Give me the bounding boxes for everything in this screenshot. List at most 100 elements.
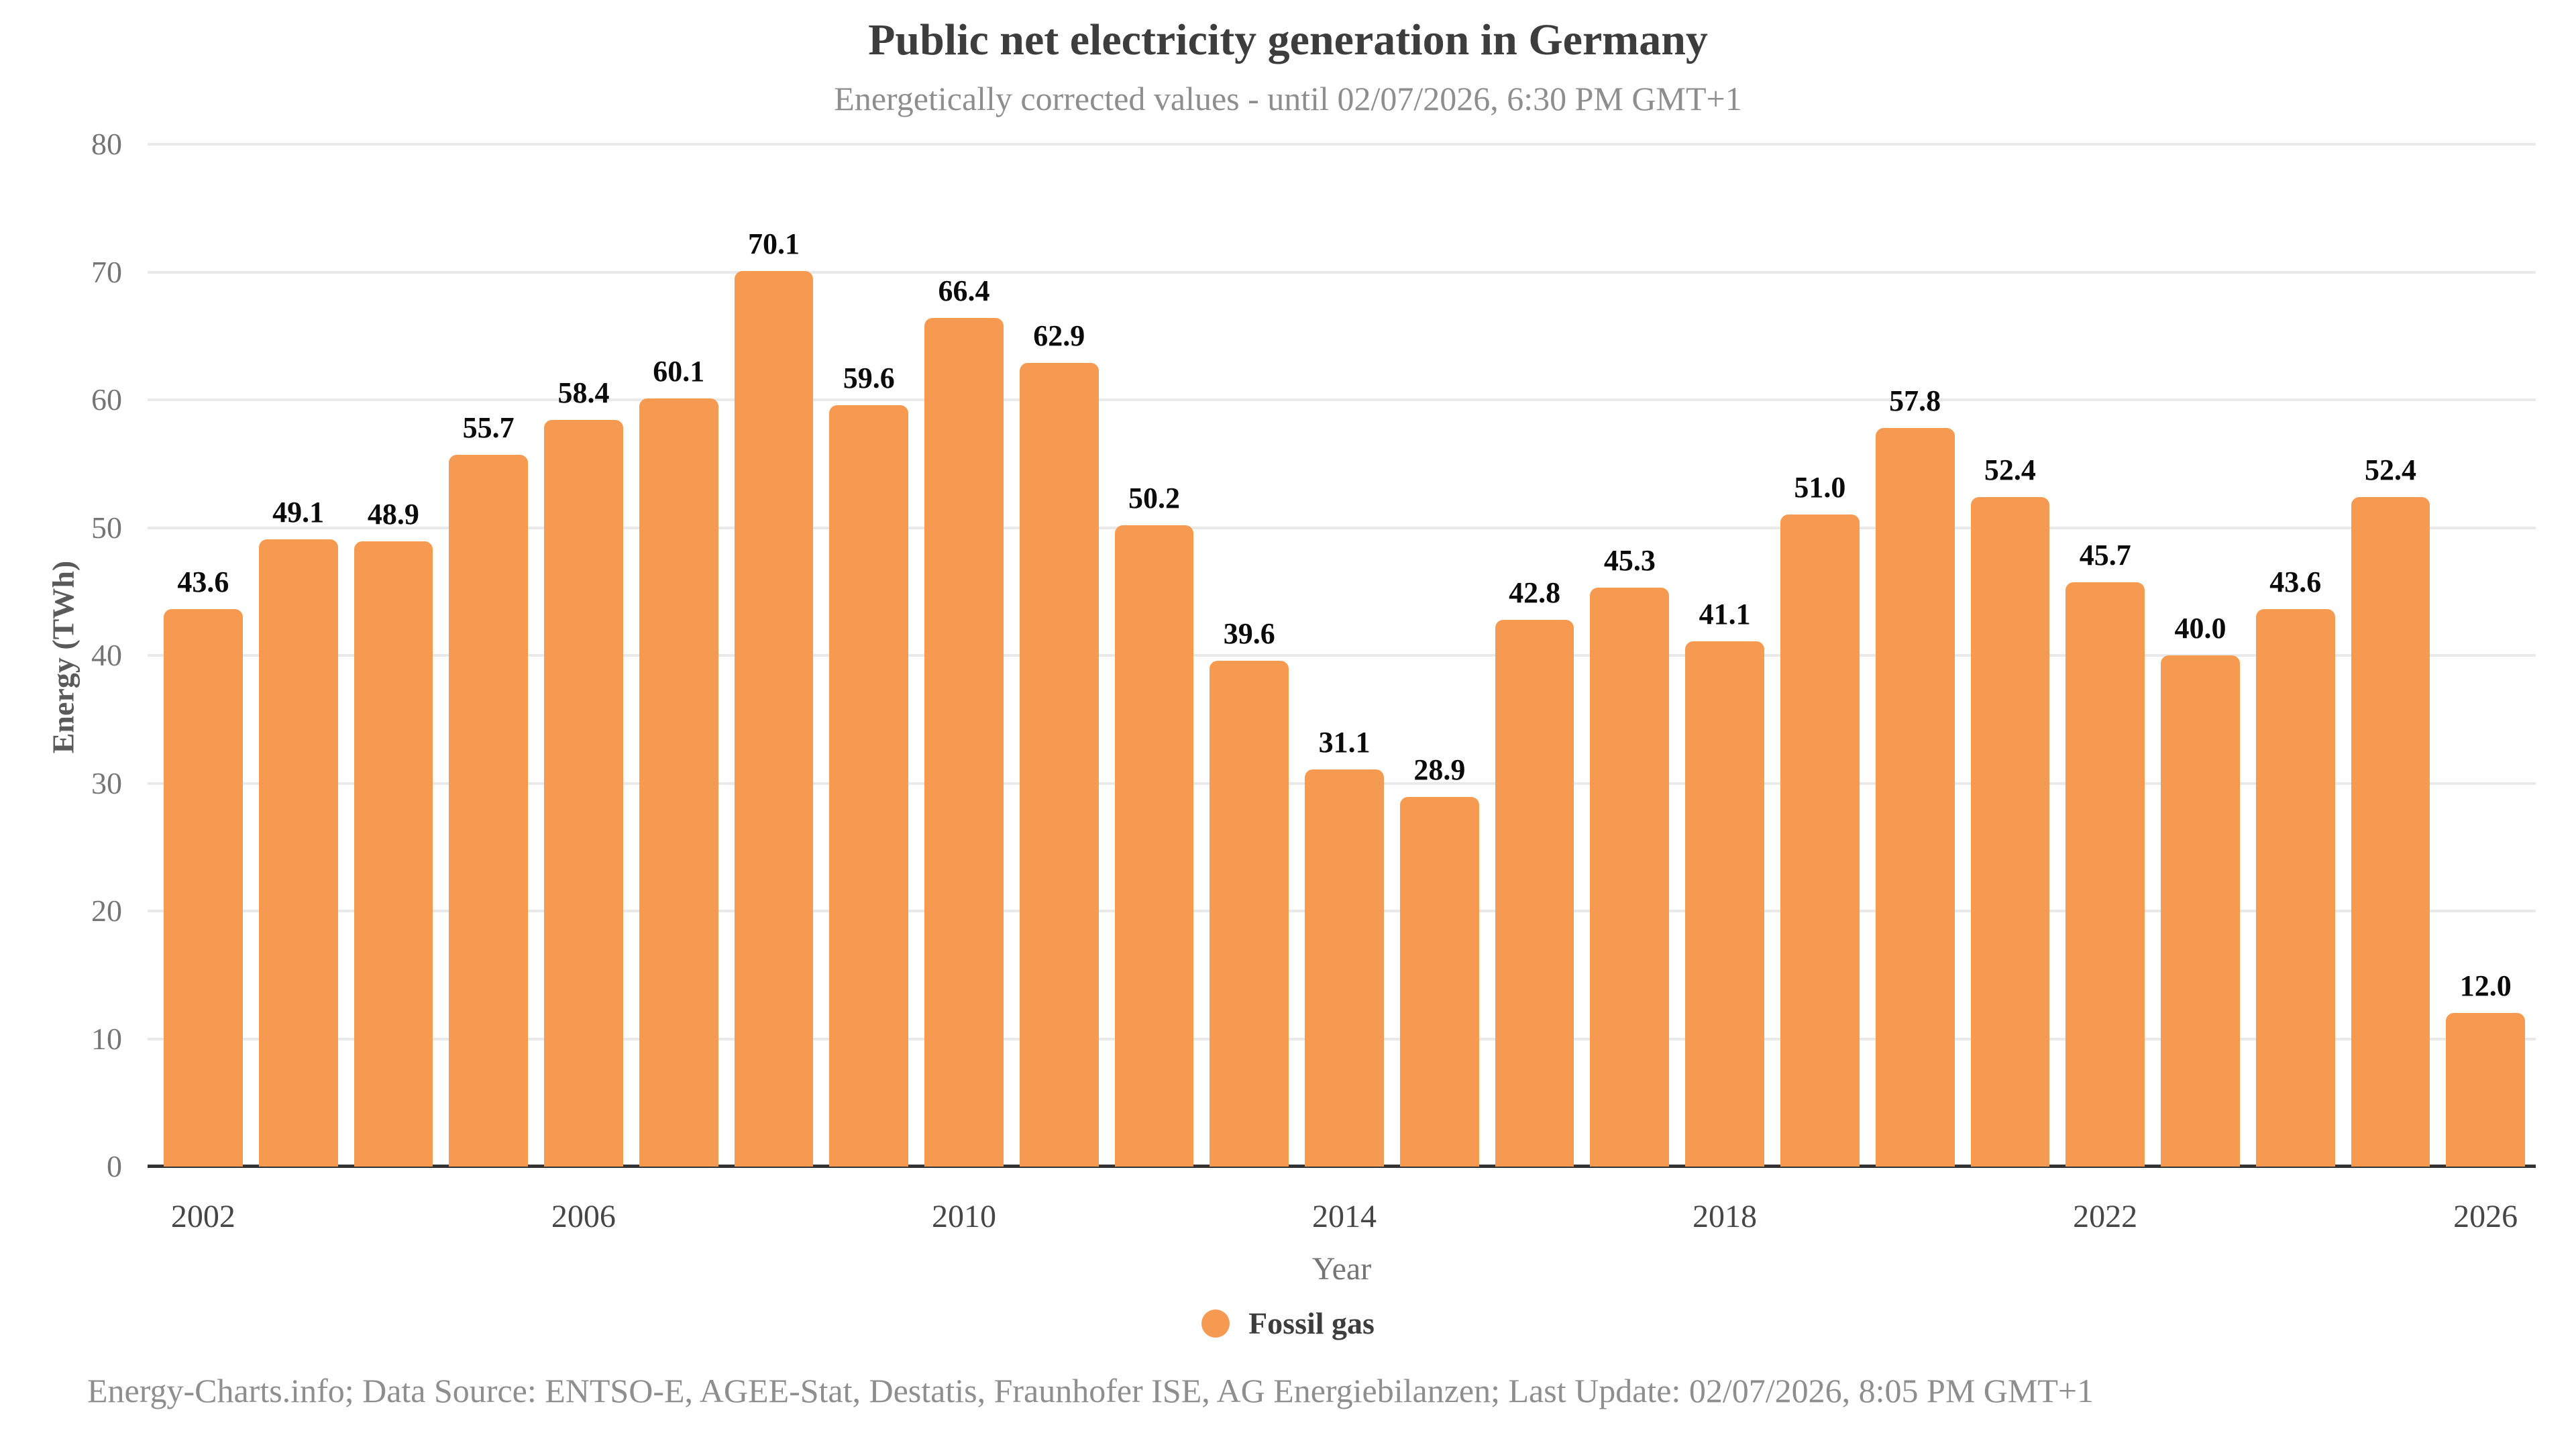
y-tick-label: 10: [91, 1021, 122, 1056]
bar-value-label: 43.6: [2269, 566, 2322, 599]
bar-value-label: 66.4: [938, 274, 990, 308]
bar[interactable]: [1780, 515, 1860, 1167]
bar[interactable]: [734, 270, 814, 1167]
footer-attribution: Energy-Charts.info; Data Source: ENTSO-E…: [87, 1372, 2094, 1409]
bar-value-label: 50.2: [1128, 481, 1181, 515]
bar-value-label: 57.8: [1889, 384, 1941, 417]
y-tick-label: 50: [91, 510, 122, 545]
bar[interactable]: [1019, 362, 1099, 1167]
bar[interactable]: [1399, 797, 1479, 1167]
y-tick-label: 70: [91, 254, 122, 289]
y-tick-label: 30: [91, 765, 122, 800]
gridline: [148, 526, 2536, 529]
bar-slot: 66.4: [924, 144, 1004, 1167]
bar-slot: 43.6: [2255, 144, 2335, 1167]
bar-slot: 59.6: [829, 144, 909, 1167]
y-tick-label: 60: [91, 382, 122, 417]
bar-slot: 45.7: [2065, 144, 2145, 1167]
bar-slot: 48.9: [354, 144, 433, 1167]
bar[interactable]: [2161, 655, 2240, 1167]
bar[interactable]: [1590, 588, 1670, 1167]
y-tick-label: 20: [91, 894, 122, 928]
legend-item-fossil-gas[interactable]: Fossil gas: [1201, 1308, 1375, 1339]
bar[interactable]: [1210, 660, 1289, 1167]
bar-value-label: 45.7: [2079, 539, 2131, 572]
legend-label: Fossil gas: [1248, 1306, 1375, 1340]
bar-value-label: 58.4: [557, 376, 610, 410]
bar-value-label: 59.6: [843, 361, 895, 394]
bar-value-label: 55.7: [462, 411, 515, 444]
bar[interactable]: [544, 420, 623, 1167]
bar-slot: 62.9: [1019, 144, 1099, 1167]
y-tick-label: 0: [107, 1149, 122, 1183]
bar[interactable]: [829, 405, 909, 1167]
bar-value-label: 49.1: [272, 495, 325, 529]
bar-slot: 55.7: [449, 144, 529, 1167]
bar[interactable]: [354, 541, 433, 1167]
bar[interactable]: [2446, 1013, 2526, 1167]
chart-subtitle: Energetically corrected values - until 0…: [834, 80, 1742, 117]
gridline: [148, 654, 2536, 657]
legend: Fossil gas: [0, 1308, 2576, 1339]
bar-value-label: 12.0: [2459, 969, 2512, 1003]
bar-value-label: 51.0: [1794, 471, 1846, 504]
bar-slot: 28.9: [1399, 144, 1479, 1167]
y-tick-label: 40: [91, 638, 122, 672]
x-axis-label: Year: [1311, 1251, 1372, 1287]
bar-value-label: 60.1: [653, 355, 705, 388]
y-tick-label: 80: [91, 127, 122, 161]
bar-slot: 41.1: [1685, 144, 1765, 1167]
bar-value-label: 52.4: [2364, 453, 2416, 486]
bar-slot: 57.8: [1875, 144, 1955, 1167]
bar-slot: 31.1: [1305, 144, 1384, 1167]
plot-area: 43.6 49.1 48.9 55.7 58.4 60.1 70.1 59.6 66.4 62.9…: [148, 143, 2536, 1168]
bar[interactable]: [2255, 609, 2335, 1167]
bar-value-label: 40.0: [2174, 612, 2226, 645]
bar[interactable]: [1114, 525, 1194, 1167]
bar-value-label: 70.1: [747, 227, 800, 260]
bar[interactable]: [1305, 769, 1384, 1167]
bar[interactable]: [924, 318, 1004, 1167]
bar-slot: 51.0: [1780, 144, 1860, 1167]
bar-value-label: 43.6: [177, 566, 229, 599]
bar-slot: 50.2: [1114, 144, 1194, 1167]
bar-value-label: 28.9: [1413, 753, 1466, 787]
bar-value-label: 62.9: [1033, 319, 1085, 352]
bar-slot: 52.4: [2351, 144, 2430, 1167]
bar-slot: 60.1: [639, 144, 718, 1167]
bar-value-label: 41.1: [1699, 598, 1751, 631]
bar[interactable]: [164, 609, 243, 1167]
x-tick-label: 2006: [551, 1199, 616, 1234]
bar-slot: 40.0: [2161, 144, 2240, 1167]
bar-slot: 70.1: [734, 144, 814, 1167]
bar[interactable]: [1875, 427, 1955, 1167]
bar[interactable]: [1495, 619, 1574, 1167]
bar-value-label: 48.9: [367, 498, 419, 531]
bars-container: 43.6 49.1 48.9 55.7 58.4 60.1 70.1 59.6 66.4 62.9…: [164, 144, 2526, 1167]
bar-slot: 39.6: [1210, 144, 1289, 1167]
bar-slot: 49.1: [258, 144, 338, 1167]
bar-slot: 42.8: [1495, 144, 1574, 1167]
bar-slot: 58.4: [544, 144, 623, 1167]
bar-slot: 43.6: [164, 144, 243, 1167]
bar[interactable]: [449, 454, 529, 1167]
bar[interactable]: [639, 398, 718, 1167]
x-tick-label: 2026: [2453, 1199, 2518, 1234]
legend-circle-icon: [1201, 1309, 1230, 1338]
gridline: [148, 143, 2536, 146]
bar-value-label: 52.4: [1984, 453, 2036, 486]
bar-value-label: 42.8: [1509, 576, 1561, 609]
bar[interactable]: [2351, 496, 2430, 1167]
chart-title: Public net electricity generation in Ger…: [868, 15, 1708, 64]
gridline: [148, 270, 2536, 274]
bar-value-label: 45.3: [1603, 544, 1656, 578]
bar[interactable]: [258, 539, 338, 1167]
bar[interactable]: [2065, 582, 2145, 1167]
x-tick-layer: 2002 2006 2010 2014 2018 2022 2026: [164, 1201, 2525, 1241]
bar[interactable]: [1685, 641, 1765, 1167]
bar[interactable]: [1970, 496, 2050, 1167]
gridline: [148, 398, 2536, 401]
x-tick-label: 2002: [170, 1199, 235, 1234]
bar-slot: 45.3: [1590, 144, 1670, 1167]
